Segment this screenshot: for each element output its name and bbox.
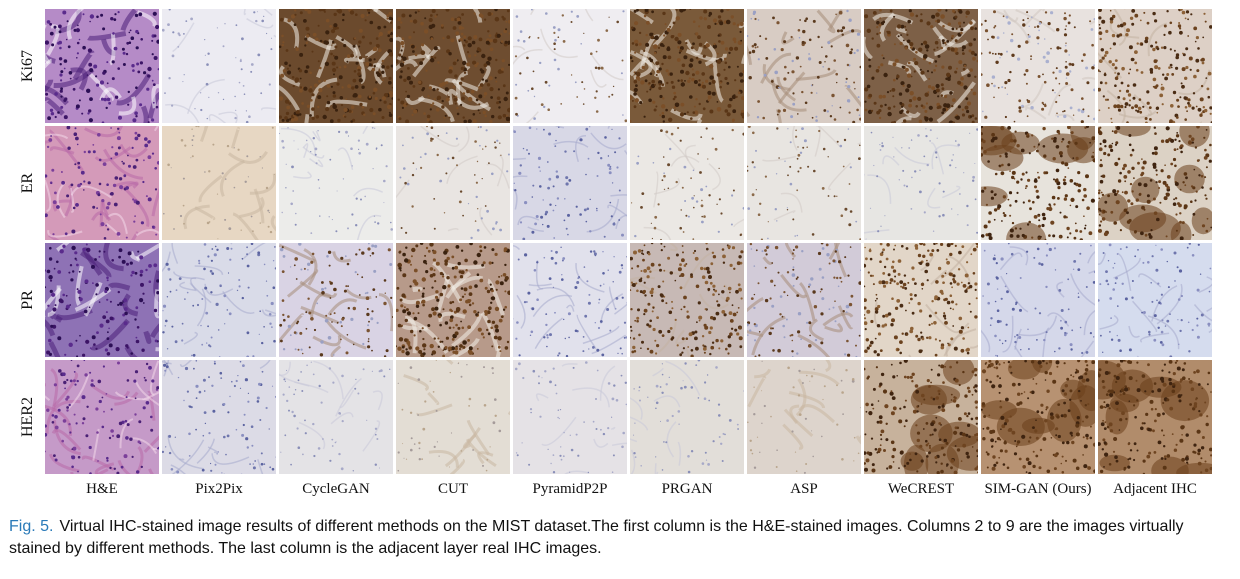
- image-tile: [981, 9, 1095, 123]
- row-label: ER: [19, 172, 36, 194]
- image-tile: [747, 360, 861, 474]
- image-tile: [45, 126, 159, 240]
- image-tile: [279, 243, 393, 357]
- figure-caption: Fig. 5. Virtual IHC-stained image results…: [9, 516, 1234, 560]
- image-tile: [396, 126, 510, 240]
- column-label: WeCREST: [887, 481, 955, 497]
- image-tile: [162, 243, 276, 357]
- image-tile: [1098, 126, 1212, 240]
- column-label: PyramidP2P: [532, 481, 608, 497]
- image-tile: [513, 126, 627, 240]
- column-label: CUT: [438, 481, 468, 497]
- image-tile: [279, 126, 393, 240]
- image-tile: [513, 243, 627, 357]
- image-tile: [1098, 360, 1212, 474]
- caption-text: Virtual IHC-stained image results of dif…: [9, 518, 1184, 557]
- image-tile: [396, 243, 510, 357]
- image-tile: [45, 9, 159, 123]
- image-tile: [630, 9, 744, 123]
- image-tile: [864, 9, 978, 123]
- image-tile: [747, 126, 861, 240]
- image-tile: [864, 360, 978, 474]
- image-tile: [513, 9, 627, 123]
- image-tile: [747, 243, 861, 357]
- image-tile: [45, 360, 159, 474]
- caption-figure-number: Fig. 5.: [9, 518, 54, 535]
- figure-grid: [45, 9, 1215, 475]
- column-label: CycleGAN: [302, 481, 370, 497]
- row-label: Ki67: [19, 50, 36, 82]
- image-tile: [45, 243, 159, 357]
- image-tile: [162, 360, 276, 474]
- image-tile: [864, 126, 978, 240]
- image-tile: [981, 243, 1095, 357]
- column-label: Pix2Pix: [195, 481, 243, 497]
- image-tile: [162, 126, 276, 240]
- image-tile: [981, 360, 1095, 474]
- image-tile: [630, 126, 744, 240]
- image-tile: [162, 9, 276, 123]
- image-tile: [396, 9, 510, 123]
- image-tile: [630, 243, 744, 357]
- column-label: SIM-GAN (Ours): [984, 481, 1092, 497]
- column-label: PRGAN: [661, 481, 713, 497]
- image-tile: [396, 360, 510, 474]
- row-label: HER2: [19, 397, 36, 437]
- image-tile: [864, 243, 978, 357]
- image-tile: [981, 126, 1095, 240]
- image-tile: [279, 9, 393, 123]
- image-tile: [513, 360, 627, 474]
- image-tile: [630, 360, 744, 474]
- image-tile: [747, 9, 861, 123]
- column-label: ASP: [790, 481, 818, 497]
- image-tile: [1098, 9, 1212, 123]
- image-tile: [279, 360, 393, 474]
- column-label: H&E: [86, 481, 118, 497]
- image-tile: [1098, 243, 1212, 357]
- column-label: Adjacent IHC: [1113, 481, 1197, 497]
- row-label: PR: [19, 290, 36, 310]
